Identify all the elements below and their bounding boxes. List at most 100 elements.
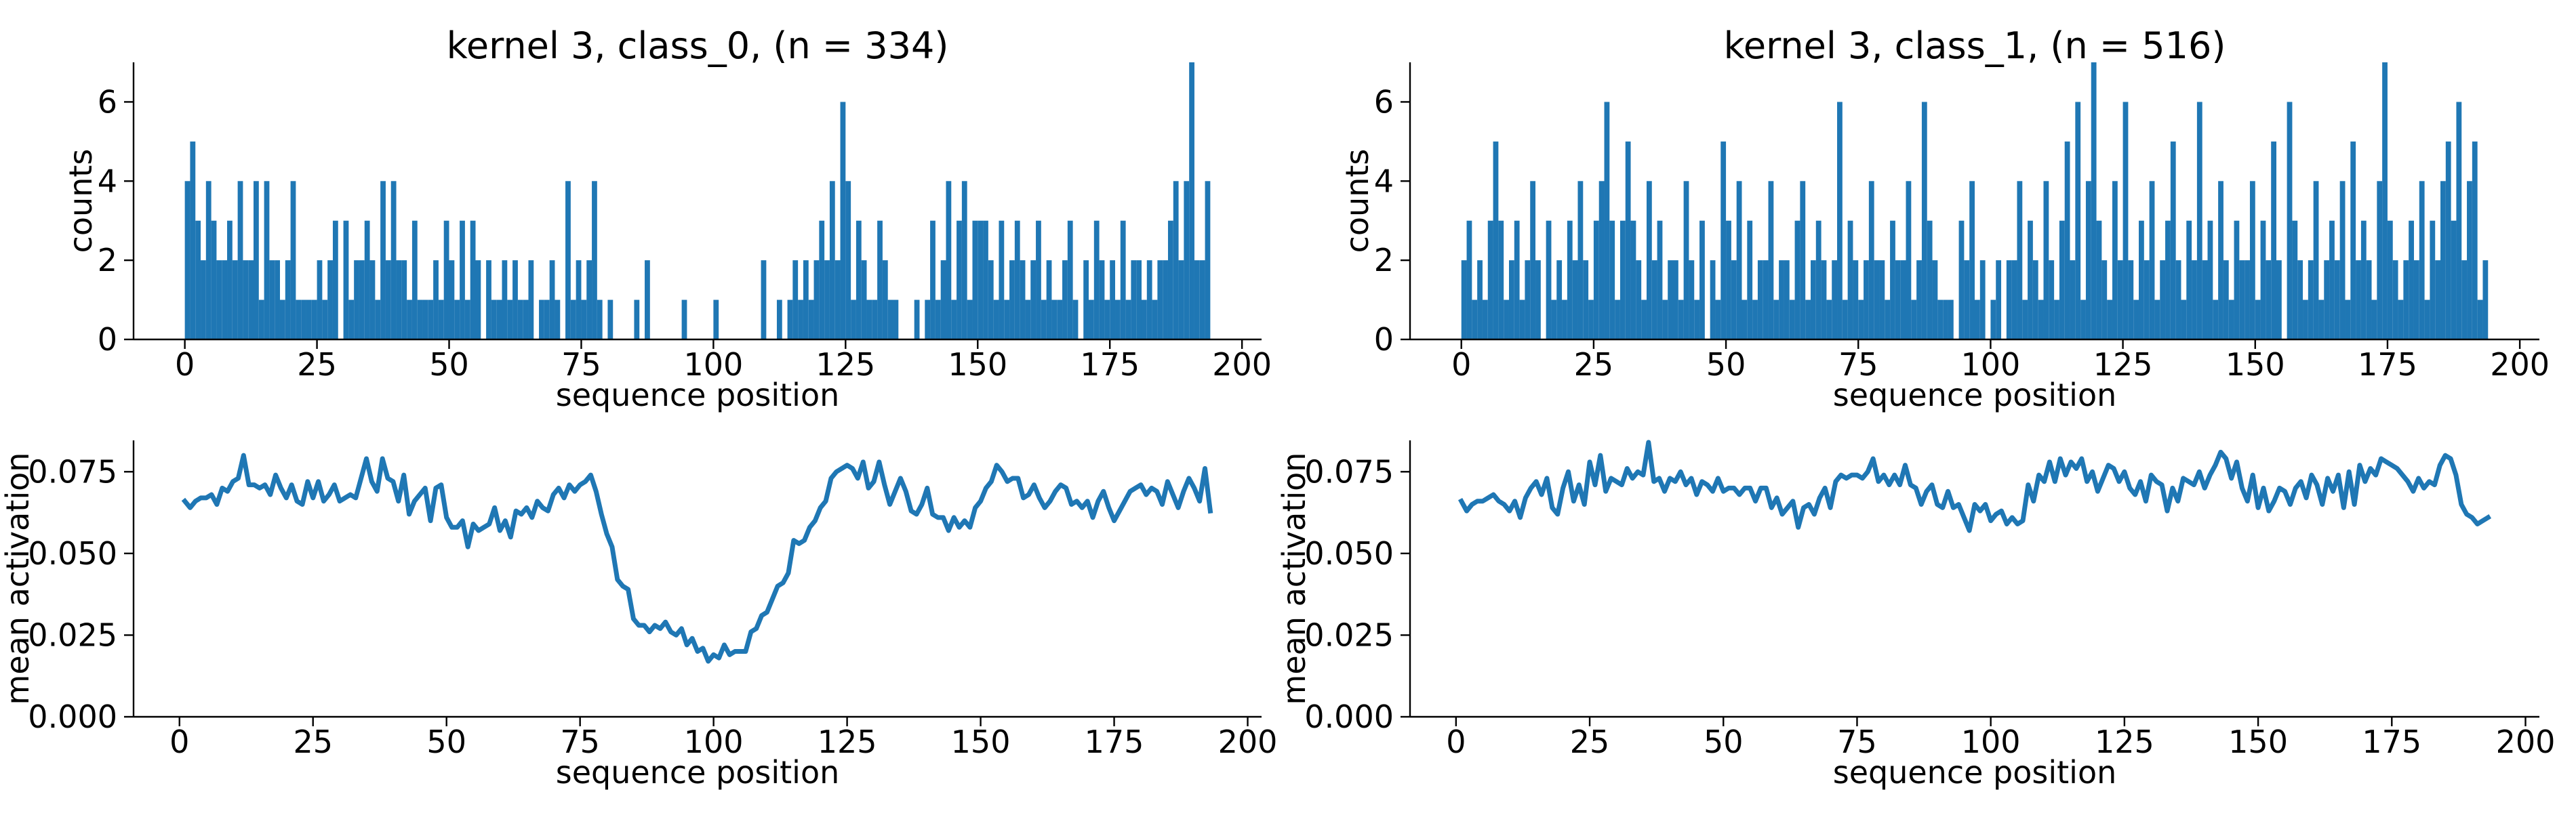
bar xyxy=(369,260,376,339)
bar xyxy=(1157,260,1163,339)
bar xyxy=(1125,299,1131,339)
x-axis-label: sequence position xyxy=(556,377,840,413)
bar xyxy=(1805,299,1811,339)
x-tick-label: 150 xyxy=(948,346,1007,383)
bar xyxy=(2456,102,2462,339)
bar xyxy=(1041,299,1047,339)
bar xyxy=(1810,260,1816,339)
bar xyxy=(2419,181,2425,339)
bar xyxy=(2192,260,2197,339)
bar xyxy=(1067,220,1073,339)
bar xyxy=(2255,299,2261,339)
bar xyxy=(269,260,275,339)
x-tick-label: 175 xyxy=(2358,346,2417,383)
bar xyxy=(279,299,285,339)
bar xyxy=(2382,62,2388,339)
x-tick-label: 100 xyxy=(1961,346,2021,383)
bar xyxy=(2075,102,2081,339)
x-tick-label: 125 xyxy=(818,724,877,760)
y-axis-label: counts xyxy=(1339,149,1375,253)
bar xyxy=(2064,141,2070,339)
bar xyxy=(2334,260,2340,339)
bar xyxy=(1493,141,1499,339)
bar xyxy=(2154,299,2160,339)
bar xyxy=(1673,260,1678,339)
bar xyxy=(1641,299,1647,339)
x-axis-label: sequence position xyxy=(556,754,840,791)
bar xyxy=(2249,181,2255,339)
bar xyxy=(1514,220,1520,339)
bar xyxy=(507,299,513,339)
bar xyxy=(1821,260,1827,339)
x-tick-label: 50 xyxy=(429,346,469,383)
y-tick-label: 0.000 xyxy=(28,699,117,735)
bar xyxy=(792,260,799,339)
bar xyxy=(2133,299,2139,339)
bar xyxy=(1199,260,1205,339)
bar xyxy=(1979,260,1986,339)
bar xyxy=(428,299,434,339)
bar xyxy=(713,299,719,339)
bar xyxy=(1699,220,1705,339)
x-tick-label: 125 xyxy=(2093,346,2153,383)
bar xyxy=(2271,141,2276,339)
x-tick-label: 25 xyxy=(1574,346,1614,383)
bar xyxy=(248,260,254,339)
bar xyxy=(957,220,962,339)
bar xyxy=(1120,220,1126,339)
bar xyxy=(2445,141,2451,339)
bar xyxy=(2196,102,2202,339)
y-tick-label: 0.050 xyxy=(28,535,117,572)
bar xyxy=(2139,220,2144,339)
bar xyxy=(1141,299,1147,339)
bar xyxy=(464,299,470,339)
bar xyxy=(496,299,502,339)
bar xyxy=(2043,181,2049,339)
bar xyxy=(1163,260,1168,339)
bar xyxy=(576,260,582,339)
bar xyxy=(2223,260,2229,339)
bar xyxy=(803,260,809,339)
bar xyxy=(2287,102,2293,339)
bar xyxy=(1784,260,1790,339)
bar xyxy=(2297,260,2303,339)
bar xyxy=(2017,181,2023,339)
bar xyxy=(528,260,534,339)
bar xyxy=(1014,220,1020,339)
bar xyxy=(2387,220,2393,339)
bar xyxy=(1567,220,1573,339)
bar xyxy=(851,299,856,339)
bar xyxy=(486,260,491,339)
bar xyxy=(1173,181,1179,339)
bar xyxy=(1477,260,1483,339)
bar xyxy=(597,299,603,339)
bar xyxy=(1900,260,1906,339)
bar xyxy=(1051,299,1058,339)
bar xyxy=(1036,220,1041,339)
bar xyxy=(808,299,814,339)
bar xyxy=(893,299,899,339)
bar xyxy=(877,220,883,339)
bar xyxy=(539,299,544,339)
bar xyxy=(2070,260,2076,339)
x-axis-label: sequence position xyxy=(1833,377,2117,413)
bar xyxy=(1895,260,1901,339)
bar xyxy=(2482,260,2489,339)
bar xyxy=(232,260,238,339)
bar xyxy=(2091,62,2097,339)
bar xyxy=(845,181,851,339)
bar xyxy=(396,260,402,339)
bar xyxy=(2345,299,2351,339)
bar xyxy=(1943,299,1948,339)
x-tick-label: 175 xyxy=(1080,346,1140,383)
bar xyxy=(311,299,317,339)
bar xyxy=(930,220,935,339)
bar xyxy=(2440,181,2446,339)
bar xyxy=(2430,220,2436,339)
bar xyxy=(2329,220,2335,339)
bar xyxy=(2165,220,2171,339)
y-tick-label: 4 xyxy=(1374,163,1394,199)
bar xyxy=(645,260,650,339)
bar xyxy=(2403,260,2409,339)
bar xyxy=(634,299,640,339)
